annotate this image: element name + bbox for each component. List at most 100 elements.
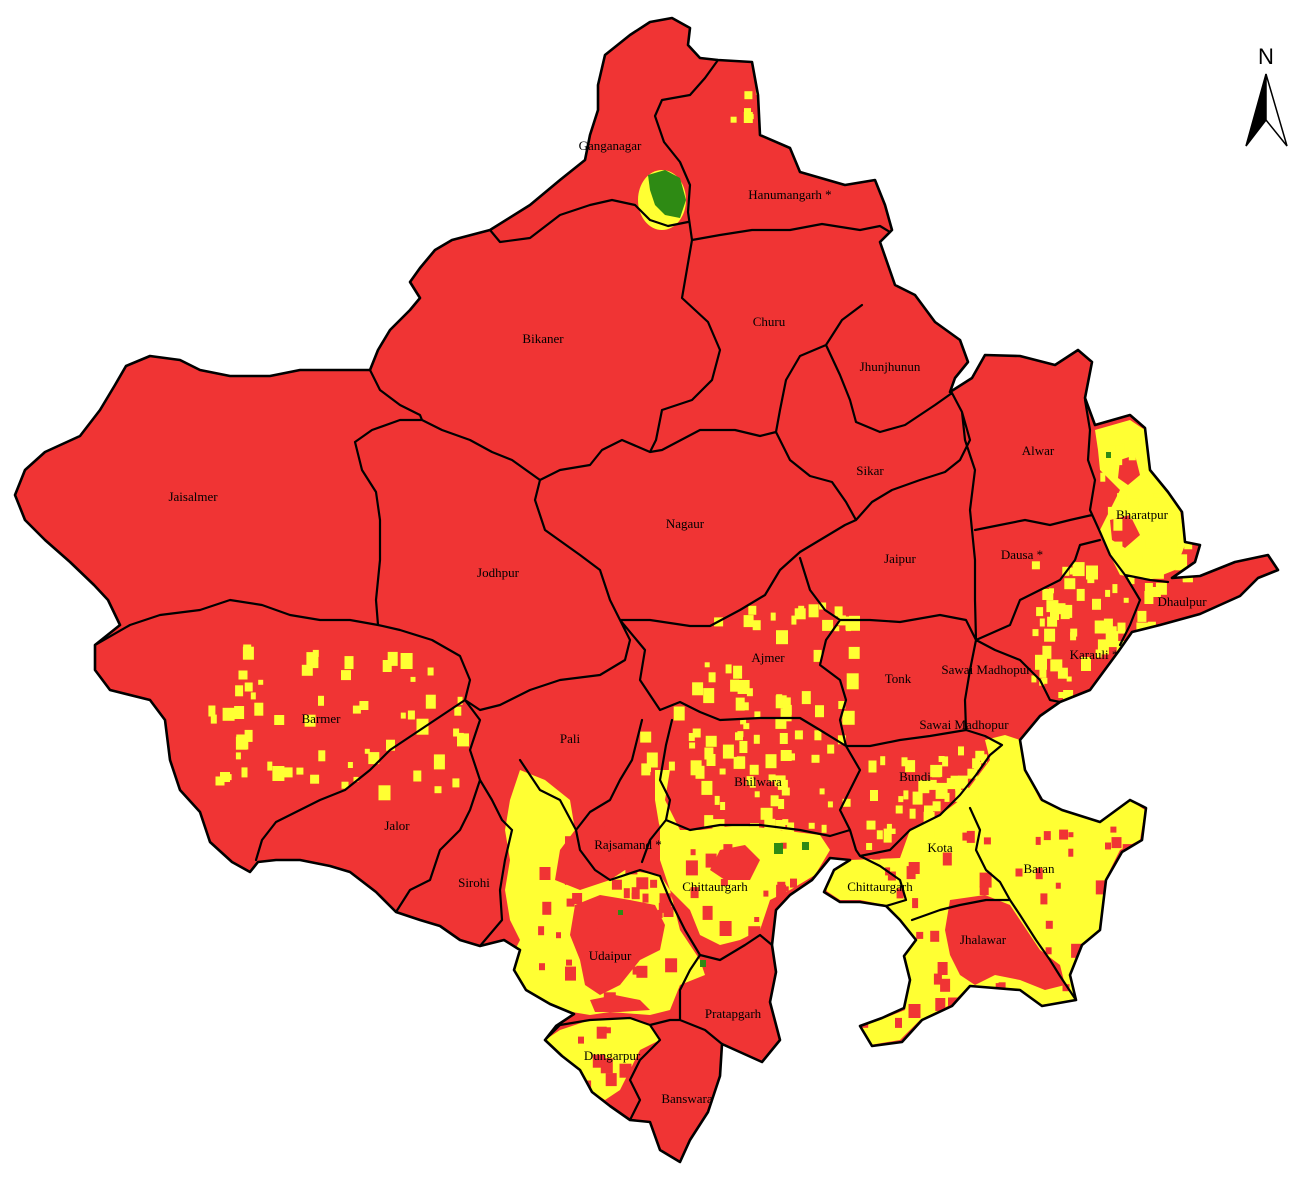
- map-speckle: [1123, 597, 1129, 603]
- map-speckle: [604, 1027, 611, 1034]
- map-speckle: [1054, 603, 1066, 615]
- map-speckle: [714, 795, 720, 805]
- map-speckle: [849, 615, 860, 631]
- map-speckle: [935, 998, 946, 1011]
- map-speckle: [837, 735, 846, 745]
- district-label-hanumangarh: Hanumangarh *: [748, 187, 831, 202]
- map-speckle: [1064, 578, 1076, 590]
- map-speckle: [770, 612, 776, 621]
- map-speckle: [749, 764, 759, 775]
- map-speckle: [611, 879, 622, 890]
- map-speckle: [272, 766, 285, 781]
- map-speckle: [1076, 588, 1085, 601]
- map-speckle: [1110, 541, 1123, 556]
- map-speckle: [780, 842, 787, 849]
- map-speckle: [1114, 982, 1121, 989]
- map-speckle: [706, 754, 716, 766]
- map-speckle: [1128, 452, 1136, 461]
- map-speckle: [644, 764, 651, 772]
- map-speckle: [781, 787, 790, 796]
- map-speckle: [815, 705, 824, 718]
- map-speckle: [796, 912, 805, 925]
- district-label-chittaurgarh-2: Chittaurgarh: [847, 879, 913, 894]
- map-speckle: [868, 760, 877, 773]
- map-speckle: [1114, 457, 1123, 466]
- map-speckle: [846, 624, 851, 632]
- map-speckle: [940, 978, 951, 992]
- map-speckle: [235, 685, 244, 697]
- district-label-dausa: Dausa *: [1001, 547, 1043, 562]
- map-speckle: [623, 888, 630, 899]
- map-speckle: [891, 834, 899, 844]
- map-speckle: [597, 928, 609, 942]
- map-speckle: [1163, 434, 1174, 447]
- map-speckle: [539, 867, 551, 880]
- map-speckle: [1151, 479, 1162, 494]
- map-speckle: [631, 887, 640, 900]
- map-speckle: [730, 679, 740, 692]
- map-speckle: [744, 91, 753, 100]
- map-speckle: [236, 734, 249, 750]
- green-patch: [774, 843, 783, 854]
- district-labels: Ganganagar Hanumangarh * Bikaner Churu J…: [168, 138, 1207, 1106]
- district-label-kota: Kota: [927, 840, 953, 855]
- map-speckle: [1057, 667, 1068, 679]
- map-speckle: [737, 731, 744, 738]
- map-speckle: [874, 845, 884, 857]
- map-speckle: [425, 694, 436, 709]
- map-speckle: [368, 752, 380, 765]
- map-speckle: [777, 779, 788, 790]
- map-speckle: [966, 830, 975, 843]
- map-speckle: [981, 754, 987, 764]
- map-speckle: [906, 866, 916, 880]
- map-speckle: [782, 819, 789, 826]
- map-speckle: [739, 864, 749, 876]
- map-speckle: [1113, 518, 1123, 531]
- map-speckle: [1123, 982, 1129, 993]
- map-speckle: [556, 932, 561, 939]
- map-speckle: [668, 761, 675, 771]
- district-label-banswara: Banswara: [661, 1091, 712, 1106]
- map-speckle: [782, 697, 791, 710]
- map-speckle: [651, 824, 660, 837]
- map-speckle: [304, 714, 316, 727]
- map-speckle: [600, 963, 613, 980]
- district-label-sirohi: Sirohi: [458, 875, 490, 890]
- map-speckle: [1117, 493, 1127, 505]
- map-speckle: [352, 705, 361, 714]
- map-speckle: [581, 856, 591, 869]
- map-speckle: [1110, 434, 1121, 446]
- map-speckle: [737, 680, 750, 694]
- map-speckle: [650, 879, 658, 888]
- map-speckle: [887, 871, 896, 881]
- map-speckle: [312, 649, 319, 657]
- map-speckle: [969, 904, 976, 911]
- map-speckle: [938, 756, 945, 762]
- map-speckle: [997, 904, 1010, 921]
- map-speckle: [808, 604, 819, 618]
- map-speckle: [775, 820, 786, 830]
- map-speckle: [619, 1063, 632, 1078]
- map-speckle: [453, 728, 460, 737]
- map-speckle: [703, 688, 715, 704]
- map-speckle: [763, 890, 769, 897]
- green-patch: [700, 960, 706, 967]
- district-label-chittaurgarh: Chittaurgarh: [682, 879, 748, 894]
- map-speckle: [765, 754, 777, 769]
- map-speckle: [1040, 893, 1048, 905]
- map-speckle: [599, 817, 605, 827]
- map-speckle: [566, 898, 575, 907]
- map-speckle: [434, 786, 442, 794]
- map-speckle: [886, 823, 892, 832]
- map-speckle: [776, 630, 788, 645]
- map-speckle: [746, 776, 754, 786]
- district-boundaries: [93, 58, 1170, 1122]
- map-speckle: [946, 818, 953, 827]
- map-speckle: [382, 660, 392, 672]
- map-speckle: [539, 963, 545, 971]
- map-speckle: [735, 697, 745, 711]
- map-speckle: [572, 893, 583, 904]
- map-speckle: [778, 799, 785, 809]
- map-speckle: [897, 972, 908, 985]
